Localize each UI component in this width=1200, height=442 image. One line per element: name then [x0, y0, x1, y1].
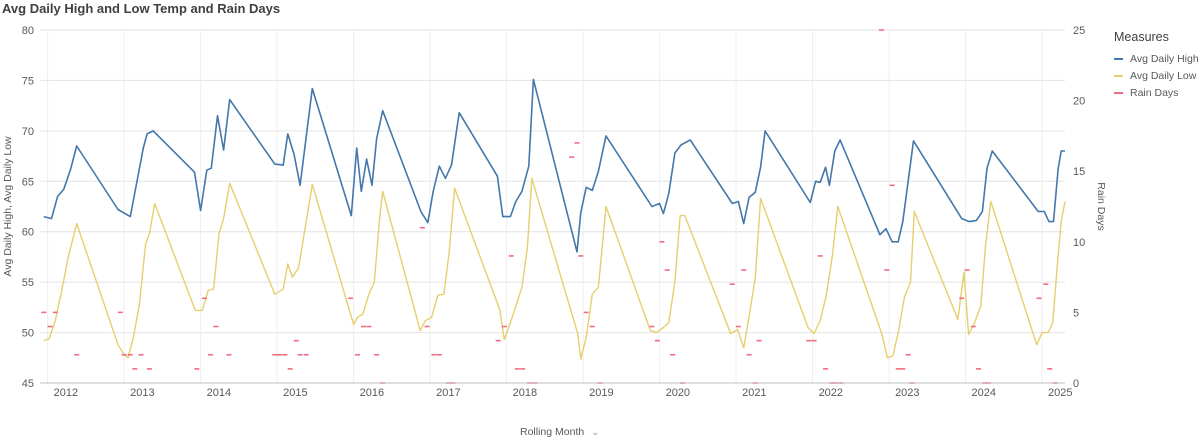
- x-tick-label: 2013: [130, 387, 154, 399]
- legend-title: Measures: [1114, 30, 1169, 44]
- y-tick-label-left: 55: [22, 277, 34, 289]
- legend: Measures Avg Daily High Avg Daily Low Ra…: [1114, 30, 1199, 101]
- x-tick-label: 2025: [1048, 387, 1072, 399]
- legend-swatch-high: [1114, 57, 1123, 60]
- series-layer: [41, 29, 1066, 384]
- legend-item-avg-daily-low[interactable]: Avg Daily Low: [1114, 67, 1199, 84]
- legend-swatch-low: [1114, 74, 1123, 77]
- y-tick-label-left: 45: [22, 378, 34, 390]
- y-tick-label-left: 70: [22, 126, 34, 138]
- legend-label: Rain Days: [1130, 86, 1179, 99]
- gridlines: [40, 29, 1065, 384]
- y-tick-label-right: 20: [1073, 96, 1085, 108]
- y-tick-label-right: 0: [1073, 378, 1079, 390]
- x-axis-ticks: 2012 2013 2014 2015 2016 2017 2018 2019 2020 2021…: [54, 387, 1073, 399]
- legend-item-rain-days[interactable]: Rain Days: [1114, 84, 1199, 101]
- y-tick-label-right: 15: [1073, 166, 1085, 178]
- x-tick-label: 2018: [513, 387, 537, 399]
- x-tick-label: 2022: [819, 387, 843, 399]
- chevron-down-icon: ⌄: [591, 427, 600, 438]
- x-tick-label: 2023: [895, 387, 919, 399]
- y-tick-label-left: 75: [22, 75, 34, 87]
- x-tick-label: 2024: [972, 387, 996, 399]
- y-tick-label-left: 50: [22, 328, 34, 340]
- avg-daily-high-line: [43, 78, 1065, 253]
- chart-title: Avg Daily High and Low Temp and Rain Day…: [2, 1, 281, 16]
- x-tick-label: 2021: [742, 387, 766, 399]
- y-axis-right-title: Rain Days: [1095, 182, 1107, 230]
- y-tick-label-right: 10: [1073, 237, 1085, 249]
- y-tick-label-right: 25: [1073, 25, 1085, 37]
- legend-item-avg-daily-high[interactable]: Avg Daily High: [1114, 50, 1199, 67]
- y-axis-right-ticks: 0 5 10 15 20 25: [1073, 25, 1085, 390]
- x-tick-label: 2015: [283, 387, 307, 399]
- x-tick-label: 2014: [207, 387, 231, 399]
- y-tick-label-right: 5: [1073, 307, 1079, 319]
- legend-label: Avg Daily High: [1130, 52, 1199, 65]
- legend-label: Avg Daily Low: [1130, 69, 1197, 82]
- x-axis-title-dropdown[interactable]: Rolling Month ⌄: [520, 426, 600, 438]
- legend-swatch-rain: [1114, 91, 1123, 94]
- x-tick-label: 2020: [666, 387, 690, 399]
- y-tick-label-left: 65: [22, 176, 34, 188]
- x-tick-label: 2017: [436, 387, 460, 399]
- y-axis-left-title: Avg Daily High, Avg Daily Low: [2, 136, 14, 277]
- x-axis-title: Rolling Month: [520, 426, 585, 438]
- x-tick-label: 2019: [589, 387, 613, 399]
- y-tick-label-left: 60: [22, 227, 34, 239]
- x-tick-label: 2016: [360, 387, 384, 399]
- y-tick-label-left: 80: [22, 25, 34, 37]
- avg-daily-low-line: [43, 177, 1066, 360]
- y-axis-left-ticks: 45 50 55 60 65 70 75 80: [22, 25, 34, 390]
- x-tick-label: 2012: [54, 387, 78, 399]
